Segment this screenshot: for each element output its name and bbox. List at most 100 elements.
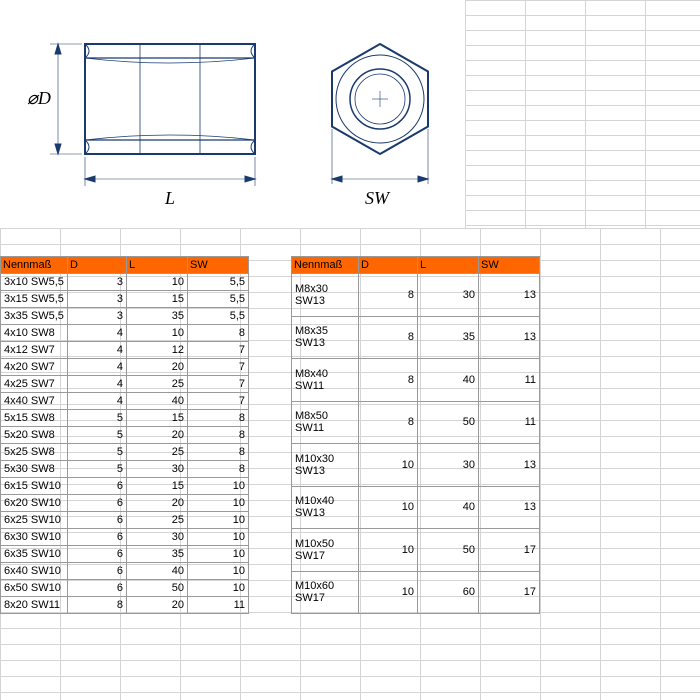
table-row: 5x30 SW85308 [1, 461, 249, 478]
header-nennmass: Nennmaß [292, 257, 359, 274]
table-cell: 3 [68, 274, 127, 291]
table-cell: 17 [479, 571, 540, 614]
table-left: Nennmaß D L SW 3x10 SW5,53105,53x15 SW5,… [0, 256, 249, 614]
header-sw: SW [479, 257, 540, 274]
table-cell: 5,5 [188, 308, 249, 325]
table-cell: 6x35 SW10 [1, 546, 68, 563]
data-tables: Nennmaß D L SW 3x10 SW5,53105,53x15 SW5,… [0, 256, 540, 614]
table-cell: 13 [479, 444, 540, 487]
table-cell: 8 [188, 427, 249, 444]
label-length: L [164, 188, 175, 208]
table-cell: 10 [188, 580, 249, 597]
table-cell: 3x35 SW5,5 [1, 308, 68, 325]
table-cell: 6 [68, 546, 127, 563]
spreadsheet-grid-top [465, 0, 700, 228]
table-cell: 7 [188, 359, 249, 376]
table-cell: 8 [188, 444, 249, 461]
table-cell: 11 [188, 597, 249, 614]
header-d: D [359, 257, 418, 274]
table-row: M10x60 SW17106017 [292, 571, 540, 614]
table-cell: 8 [68, 597, 127, 614]
table-cell: 20 [127, 495, 188, 512]
table-row: M10x50 SW17105017 [292, 529, 540, 572]
table-cell: 12 [127, 342, 188, 359]
table-cell: 10 [359, 486, 418, 529]
table-cell: 4x10 SW8 [1, 325, 68, 342]
table-cell: 40 [418, 359, 479, 402]
table-cell: 50 [418, 529, 479, 572]
table-cell: 5 [68, 461, 127, 478]
table-cell: 3x15 SW5,5 [1, 291, 68, 308]
table-cell: 5,5 [188, 291, 249, 308]
table-cell: 50 [418, 401, 479, 444]
table-cell: 25 [127, 376, 188, 393]
table-cell: 5x15 SW8 [1, 410, 68, 427]
table-cell: 35 [127, 546, 188, 563]
table-cell: 10 [188, 512, 249, 529]
table-cell: 60 [418, 571, 479, 614]
table-cell: M10x50 SW17 [292, 529, 359, 572]
table-row: 4x20 SW74207 [1, 359, 249, 376]
table-right: Nennmaß D L SW M8x30 SW1383013M8x35 SW13… [291, 256, 540, 614]
table-cell: M8x40 SW11 [292, 359, 359, 402]
table-cell: 7 [188, 342, 249, 359]
table-cell: 10 [359, 571, 418, 614]
header-l: L [127, 257, 188, 274]
table-cell: 6 [68, 563, 127, 580]
table-cell: 6x25 SW10 [1, 512, 68, 529]
table-cell: 4x25 SW7 [1, 376, 68, 393]
table-cell: 20 [127, 597, 188, 614]
table-cell: 4 [68, 376, 127, 393]
table-cell: 8 [188, 461, 249, 478]
table-cell: 6x40 SW10 [1, 563, 68, 580]
table-cell: 10 [359, 529, 418, 572]
table-row: M8x35 SW1383513 [292, 316, 540, 359]
table-cell: 6 [68, 580, 127, 597]
table-cell: 3 [68, 291, 127, 308]
table-cell: 4x40 SW7 [1, 393, 68, 410]
table-cell: 5,5 [188, 274, 249, 291]
table-row: 6x50 SW1065010 [1, 580, 249, 597]
table-row: 3x10 SW5,53105,5 [1, 274, 249, 291]
table-cell: 25 [127, 512, 188, 529]
table-cell: 3 [68, 308, 127, 325]
table-row: 3x35 SW5,53355,5 [1, 308, 249, 325]
table-cell: 4x12 SW7 [1, 342, 68, 359]
table-cell: 20 [127, 359, 188, 376]
table-cell: 6 [68, 512, 127, 529]
table-row: 6x15 SW1061510 [1, 478, 249, 495]
table-cell: M8x30 SW13 [292, 274, 359, 317]
table-cell: 10 [188, 546, 249, 563]
table-cell: M8x35 SW13 [292, 316, 359, 359]
table-row: M10x30 SW13103013 [292, 444, 540, 487]
table-cell: 40 [127, 563, 188, 580]
table-row: 6x35 SW1063510 [1, 546, 249, 563]
label-diameter: ⌀D [27, 88, 51, 108]
table-cell: M10x30 SW13 [292, 444, 359, 487]
table-cell: 8 [359, 359, 418, 402]
table-row: 4x10 SW84108 [1, 325, 249, 342]
table-cell: 6x20 SW10 [1, 495, 68, 512]
table-cell: 30 [418, 444, 479, 487]
table-cell: 15 [127, 478, 188, 495]
table-cell: 7 [188, 376, 249, 393]
table-row: 6x25 SW1062510 [1, 512, 249, 529]
header-l: L [418, 257, 479, 274]
table-cell: 8 [188, 410, 249, 427]
table-cell: 10 [188, 529, 249, 546]
table-cell: 6x50 SW10 [1, 580, 68, 597]
table-cell: 10 [359, 444, 418, 487]
table-cell: 11 [479, 359, 540, 402]
table-cell: 6 [68, 495, 127, 512]
table-cell: 30 [418, 274, 479, 317]
table-row: 8x20 SW1182011 [1, 597, 249, 614]
table-row: 4x12 SW74127 [1, 342, 249, 359]
table-row: M10x40 SW13104013 [292, 486, 540, 529]
table-cell: 4 [68, 393, 127, 410]
table-cell: 5x25 SW8 [1, 444, 68, 461]
table-cell: 13 [479, 486, 540, 529]
table-cell: 25 [127, 444, 188, 461]
table-cell: 7 [188, 393, 249, 410]
table-row: M8x50 SW1185011 [292, 401, 540, 444]
table-row: 6x20 SW1062010 [1, 495, 249, 512]
